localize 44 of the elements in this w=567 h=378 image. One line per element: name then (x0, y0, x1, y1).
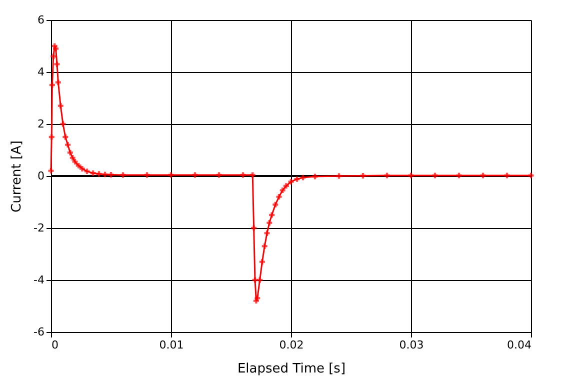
point (79, 166, 85, 172)
y-tick-label: -4 (34, 274, 44, 286)
point (108, 172, 114, 178)
point (269, 212, 275, 218)
y-tick-label: 6 (38, 14, 44, 26)
point (70, 155, 76, 161)
y-tick-label: 4 (38, 66, 44, 78)
point (72, 158, 78, 164)
point (251, 225, 257, 231)
x-axis-title: Elapsed Time [s] (237, 362, 346, 376)
point (276, 194, 282, 200)
point (58, 103, 64, 109)
y-tick-label: -6 (34, 326, 44, 338)
point (49, 82, 55, 88)
point (360, 173, 366, 178)
point (288, 178, 294, 184)
point (84, 168, 90, 174)
y-axis-title: Current [A] (10, 140, 25, 212)
point (76, 162, 82, 168)
point (264, 230, 270, 236)
point (262, 243, 268, 249)
point (266, 220, 272, 226)
point (50, 54, 56, 60)
x-tick-label: 0 (52, 338, 58, 352)
point (283, 183, 289, 189)
point (54, 61, 60, 67)
x-tick-label: 0.02 (279, 338, 304, 352)
point (272, 202, 278, 208)
point (280, 188, 286, 194)
point (257, 277, 263, 283)
y-tick-label: 0 (38, 170, 44, 182)
point (259, 259, 265, 265)
x-tick-label: 0.04 (507, 338, 532, 352)
x-tick-label: 0.03 (399, 338, 424, 352)
point (55, 80, 61, 86)
point (254, 295, 260, 301)
point (53, 46, 59, 52)
x-tick-label: 0.01 (159, 338, 184, 352)
y-tick-label: -2 (34, 222, 44, 234)
point (48, 168, 54, 174)
point (67, 150, 73, 156)
point (250, 172, 256, 178)
y-tick-label: 2 (38, 118, 44, 130)
point (65, 142, 71, 148)
